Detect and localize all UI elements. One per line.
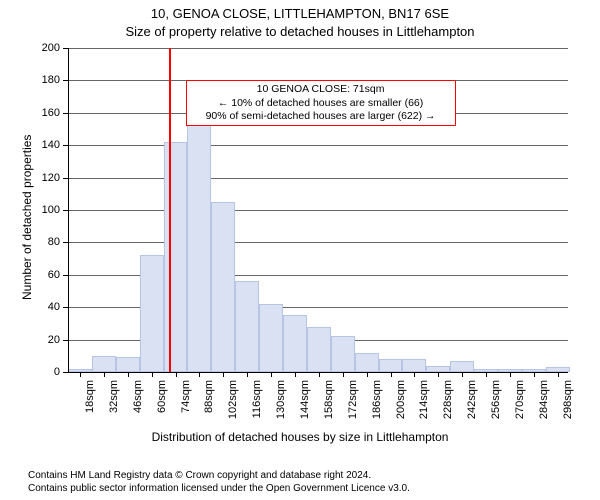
x-tick-label: 270sqm (514, 380, 526, 419)
histogram-bar (92, 356, 116, 372)
property-marker-line (169, 48, 171, 372)
x-tick-label: 228sqm (442, 380, 454, 419)
histogram-bar (355, 353, 379, 372)
x-tick-label: 214sqm (418, 380, 430, 419)
histogram-bar (140, 255, 164, 372)
x-tick-label: 102sqm (227, 380, 239, 419)
x-tick-label: 74sqm (180, 380, 192, 413)
y-tick-label: 0 (30, 366, 60, 378)
histogram-bar (379, 359, 403, 372)
annotation-box: 10 GENOA CLOSE: 71sqm← 10% of detached h… (186, 80, 456, 125)
x-tick-label: 200sqm (395, 380, 407, 419)
x-tick-label: 284sqm (538, 380, 550, 419)
histogram-bar (211, 202, 235, 372)
footer-line2: Contains public sector information licen… (28, 483, 600, 496)
histogram-bar (331, 336, 355, 372)
x-tick-label: 144sqm (299, 380, 311, 419)
histogram-bar (307, 327, 331, 372)
chart-title-line2: Size of property relative to detached ho… (0, 24, 600, 39)
histogram-bar (426, 366, 450, 372)
footer-line1: Contains HM Land Registry data © Crown c… (28, 470, 600, 483)
y-tick-label: 160 (30, 107, 60, 119)
y-tick-label: 20 (30, 334, 60, 346)
x-tick-label: 256sqm (490, 380, 502, 419)
y-tick-label: 180 (30, 74, 60, 86)
y-grid-line (68, 145, 568, 146)
y-tick-label: 140 (30, 139, 60, 151)
x-tick-label: 130sqm (275, 380, 287, 419)
histogram-bar (235, 281, 259, 372)
y-axis-spine (68, 48, 69, 372)
plot-area: 02040608010012014016018020018sqm32sqm46s… (68, 48, 568, 372)
histogram-bar (402, 359, 426, 372)
y-tick-label: 60 (30, 269, 60, 281)
x-tick-label: 88sqm (203, 380, 215, 413)
x-tick-label: 46sqm (132, 380, 144, 413)
annotation-line: ← 10% of detached houses are smaller (66… (191, 97, 451, 110)
x-tick-label: 242sqm (466, 380, 478, 419)
y-grid-line (68, 210, 568, 211)
x-tick-label: 158sqm (323, 380, 335, 419)
footer-attribution: Contains HM Land Registry data © Crown c… (0, 470, 600, 495)
histogram-bar (187, 89, 211, 373)
x-tick-label: 172sqm (347, 380, 359, 419)
chart-title-line1: 10, GENOA CLOSE, LITTLEHAMPTON, BN17 6SE (0, 6, 600, 21)
histogram-bar (164, 142, 188, 372)
x-tick-label: 186sqm (371, 380, 383, 419)
x-tick-label: 116sqm (251, 380, 263, 418)
y-axis-label: Number of detached properties (20, 135, 34, 300)
histogram-bar (283, 315, 307, 372)
annotation-line: 90% of semi-detached houses are larger (… (191, 110, 451, 123)
y-tick-label: 80 (30, 236, 60, 248)
x-axis-spine (68, 372, 568, 373)
x-tick-label: 60sqm (156, 380, 168, 413)
annotation-line: 10 GENOA CLOSE: 71sqm (191, 83, 451, 96)
x-axis-label: Distribution of detached houses by size … (0, 430, 600, 444)
y-grid-line (68, 48, 568, 49)
x-tick-label: 32sqm (108, 380, 120, 413)
figure: 10, GENOA CLOSE, LITTLEHAMPTON, BN17 6SE… (0, 0, 600, 500)
y-tick-label: 200 (30, 42, 60, 54)
histogram-bar (259, 304, 283, 372)
y-grid-line (68, 178, 568, 179)
x-tick-label: 298sqm (562, 380, 574, 419)
y-grid-line (68, 242, 568, 243)
histogram-bar (116, 357, 140, 372)
y-tick-label: 40 (30, 301, 60, 313)
y-tick-label: 120 (30, 172, 60, 184)
histogram-bar (450, 361, 474, 372)
y-tick-label: 100 (30, 204, 60, 216)
x-tick-label: 18sqm (84, 380, 96, 413)
